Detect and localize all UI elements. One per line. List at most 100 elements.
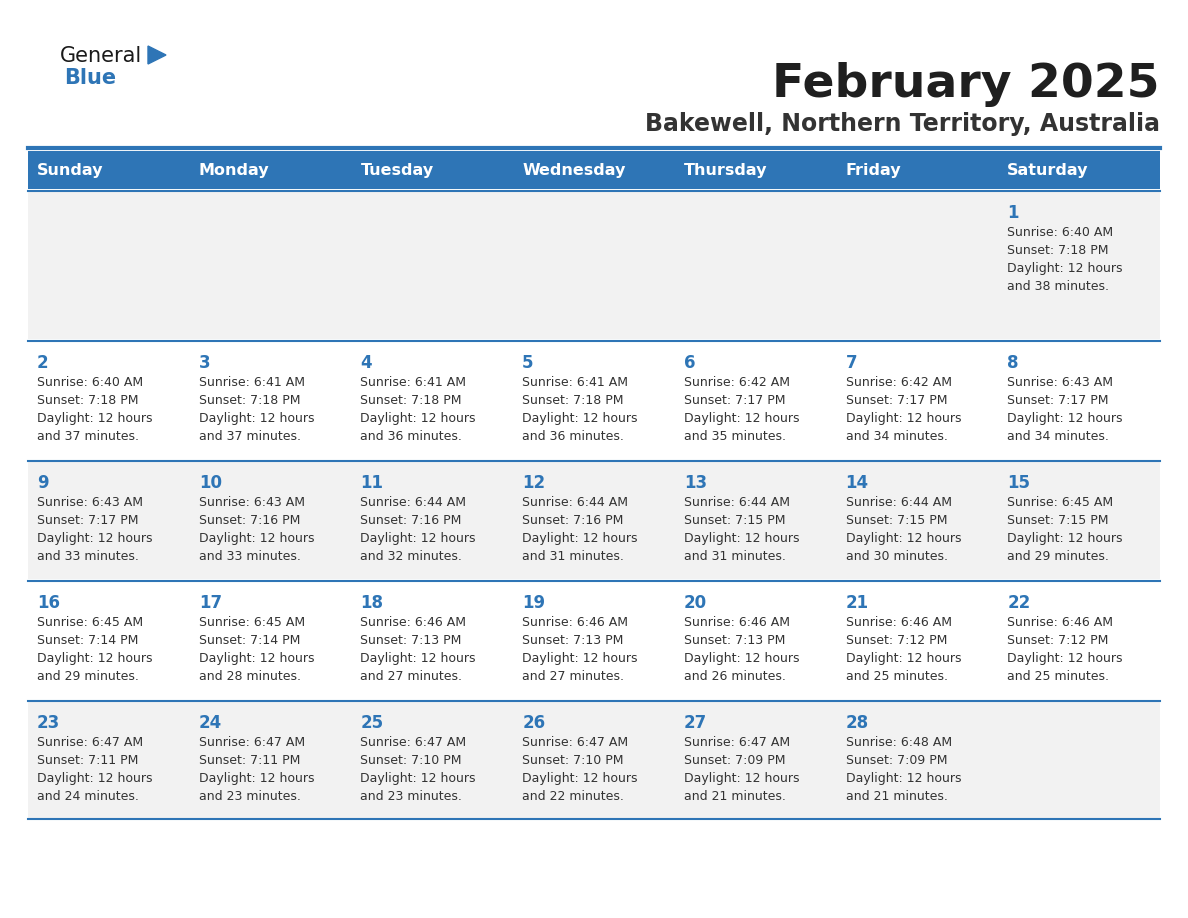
Text: Sunrise: 6:40 AM: Sunrise: 6:40 AM	[1007, 226, 1113, 239]
Text: Saturday: Saturday	[1007, 162, 1088, 177]
Text: Sunrise: 6:41 AM: Sunrise: 6:41 AM	[523, 376, 628, 389]
Text: Sunrise: 6:47 AM: Sunrise: 6:47 AM	[684, 736, 790, 749]
Text: Daylight: 12 hours: Daylight: 12 hours	[360, 772, 476, 785]
Text: Sunset: 7:14 PM: Sunset: 7:14 PM	[37, 634, 138, 647]
Text: Sunrise: 6:47 AM: Sunrise: 6:47 AM	[523, 736, 628, 749]
Text: Sunday: Sunday	[37, 162, 103, 177]
Text: Daylight: 12 hours: Daylight: 12 hours	[37, 772, 152, 785]
Text: Sunset: 7:18 PM: Sunset: 7:18 PM	[37, 394, 139, 407]
Text: 18: 18	[360, 594, 384, 612]
Text: Blue: Blue	[64, 68, 116, 88]
Text: Daylight: 12 hours: Daylight: 12 hours	[198, 532, 314, 545]
Text: Sunset: 7:10 PM: Sunset: 7:10 PM	[523, 754, 624, 767]
Text: and 33 minutes.: and 33 minutes.	[37, 550, 139, 563]
Text: and 25 minutes.: and 25 minutes.	[1007, 670, 1110, 683]
Text: Daylight: 12 hours: Daylight: 12 hours	[360, 532, 476, 545]
Text: 25: 25	[360, 714, 384, 732]
Text: and 31 minutes.: and 31 minutes.	[684, 550, 785, 563]
Text: 24: 24	[198, 714, 222, 732]
Text: and 36 minutes.: and 36 minutes.	[360, 430, 462, 443]
Text: and 26 minutes.: and 26 minutes.	[684, 670, 785, 683]
Text: Sunset: 7:13 PM: Sunset: 7:13 PM	[523, 634, 624, 647]
Text: Sunset: 7:09 PM: Sunset: 7:09 PM	[846, 754, 947, 767]
Text: and 33 minutes.: and 33 minutes.	[198, 550, 301, 563]
Text: Sunset: 7:16 PM: Sunset: 7:16 PM	[523, 514, 624, 527]
Text: 13: 13	[684, 474, 707, 492]
Text: 21: 21	[846, 594, 868, 612]
Text: Sunrise: 6:43 AM: Sunrise: 6:43 AM	[37, 496, 143, 509]
Text: Sunrise: 6:42 AM: Sunrise: 6:42 AM	[684, 376, 790, 389]
Text: 16: 16	[37, 594, 61, 612]
Text: Daylight: 12 hours: Daylight: 12 hours	[360, 652, 476, 665]
Text: and 32 minutes.: and 32 minutes.	[360, 550, 462, 563]
Text: Sunset: 7:17 PM: Sunset: 7:17 PM	[1007, 394, 1108, 407]
Text: Daylight: 12 hours: Daylight: 12 hours	[198, 412, 314, 425]
Text: 7: 7	[846, 354, 858, 372]
Text: and 22 minutes.: and 22 minutes.	[523, 790, 624, 803]
Text: Daylight: 12 hours: Daylight: 12 hours	[1007, 412, 1123, 425]
Text: Sunrise: 6:46 AM: Sunrise: 6:46 AM	[360, 616, 467, 629]
Text: 9: 9	[37, 474, 49, 492]
Text: Daylight: 12 hours: Daylight: 12 hours	[684, 652, 800, 665]
Text: Sunrise: 6:44 AM: Sunrise: 6:44 AM	[360, 496, 467, 509]
Text: Daylight: 12 hours: Daylight: 12 hours	[846, 652, 961, 665]
Text: and 21 minutes.: and 21 minutes.	[684, 790, 785, 803]
Text: Sunset: 7:13 PM: Sunset: 7:13 PM	[684, 634, 785, 647]
Text: Sunrise: 6:46 AM: Sunrise: 6:46 AM	[523, 616, 628, 629]
Text: Sunset: 7:18 PM: Sunset: 7:18 PM	[523, 394, 624, 407]
Text: Daylight: 12 hours: Daylight: 12 hours	[684, 412, 800, 425]
Text: 20: 20	[684, 594, 707, 612]
Text: 22: 22	[1007, 594, 1030, 612]
Text: Sunset: 7:18 PM: Sunset: 7:18 PM	[198, 394, 301, 407]
Text: and 31 minutes.: and 31 minutes.	[523, 550, 624, 563]
Bar	[29, 191, 1159, 339]
Text: Daylight: 12 hours: Daylight: 12 hours	[846, 412, 961, 425]
Text: Daylight: 12 hours: Daylight: 12 hours	[37, 532, 152, 545]
Text: 4: 4	[360, 354, 372, 372]
Text: and 30 minutes.: and 30 minutes.	[846, 550, 948, 563]
Text: Thursday: Thursday	[684, 162, 767, 177]
Text: and 34 minutes.: and 34 minutes.	[1007, 430, 1110, 443]
Text: and 23 minutes.: and 23 minutes.	[360, 790, 462, 803]
Bar	[29, 581, 1159, 699]
Text: 12: 12	[523, 474, 545, 492]
Text: and 27 minutes.: and 27 minutes.	[523, 670, 624, 683]
Text: and 37 minutes.: and 37 minutes.	[37, 430, 139, 443]
Text: Daylight: 12 hours: Daylight: 12 hours	[523, 412, 638, 425]
Text: Sunset: 7:15 PM: Sunset: 7:15 PM	[846, 514, 947, 527]
Text: and 29 minutes.: and 29 minutes.	[1007, 550, 1110, 563]
Text: 1: 1	[1007, 204, 1019, 222]
Text: 10: 10	[198, 474, 222, 492]
Text: Sunset: 7:14 PM: Sunset: 7:14 PM	[198, 634, 301, 647]
Text: Sunset: 7:15 PM: Sunset: 7:15 PM	[1007, 514, 1108, 527]
Bar	[29, 461, 1159, 579]
Text: Daylight: 12 hours: Daylight: 12 hours	[37, 652, 152, 665]
Text: 27: 27	[684, 714, 707, 732]
Text: and 36 minutes.: and 36 minutes.	[523, 430, 624, 443]
Text: Sunrise: 6:41 AM: Sunrise: 6:41 AM	[198, 376, 304, 389]
Text: and 25 minutes.: and 25 minutes.	[846, 670, 948, 683]
Text: 28: 28	[846, 714, 868, 732]
Text: 8: 8	[1007, 354, 1019, 372]
Text: Sunset: 7:13 PM: Sunset: 7:13 PM	[360, 634, 462, 647]
Text: Sunrise: 6:46 AM: Sunrise: 6:46 AM	[1007, 616, 1113, 629]
Text: 19: 19	[523, 594, 545, 612]
Text: Daylight: 12 hours: Daylight: 12 hours	[360, 412, 476, 425]
Text: and 24 minutes.: and 24 minutes.	[37, 790, 139, 803]
Text: Sunset: 7:16 PM: Sunset: 7:16 PM	[360, 514, 462, 527]
Text: Sunrise: 6:47 AM: Sunrise: 6:47 AM	[198, 736, 305, 749]
Text: 2: 2	[37, 354, 49, 372]
Text: Tuesday: Tuesday	[360, 162, 434, 177]
Text: Daylight: 12 hours: Daylight: 12 hours	[198, 772, 314, 785]
Text: Friday: Friday	[846, 162, 902, 177]
Bar	[29, 701, 1159, 819]
Text: 23: 23	[37, 714, 61, 732]
Bar	[29, 151, 1159, 189]
Text: and 37 minutes.: and 37 minutes.	[198, 430, 301, 443]
Text: Sunrise: 6:47 AM: Sunrise: 6:47 AM	[37, 736, 143, 749]
Text: and 28 minutes.: and 28 minutes.	[198, 670, 301, 683]
Text: Sunset: 7:11 PM: Sunset: 7:11 PM	[198, 754, 301, 767]
Text: 15: 15	[1007, 474, 1030, 492]
Text: Sunrise: 6:42 AM: Sunrise: 6:42 AM	[846, 376, 952, 389]
Text: 6: 6	[684, 354, 695, 372]
